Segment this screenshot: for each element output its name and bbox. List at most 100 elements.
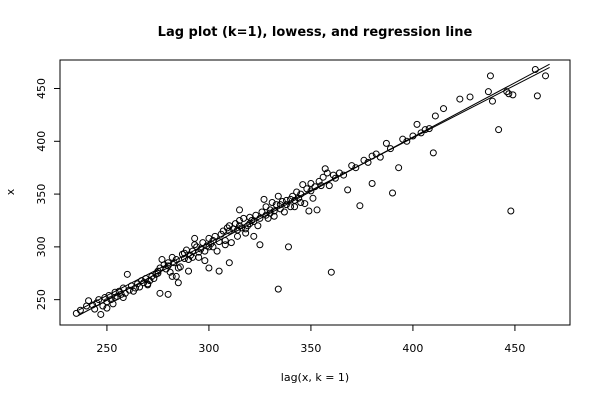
data-point bbox=[199, 239, 207, 247]
data-point bbox=[91, 305, 99, 313]
data-point bbox=[236, 206, 244, 214]
data-point bbox=[107, 296, 115, 304]
data-point bbox=[395, 164, 403, 172]
data-point bbox=[291, 196, 299, 204]
data-point bbox=[295, 194, 303, 202]
data-point bbox=[187, 251, 195, 259]
data-point bbox=[331, 174, 339, 182]
x-tick-label: 450 bbox=[504, 342, 525, 355]
data-point bbox=[262, 203, 270, 211]
data-point bbox=[413, 120, 421, 128]
data-point bbox=[119, 294, 127, 302]
data-point bbox=[505, 90, 513, 98]
data-point bbox=[172, 272, 180, 280]
data-point bbox=[356, 202, 364, 210]
data-point bbox=[197, 245, 205, 253]
data-point bbox=[299, 181, 307, 189]
data-point bbox=[531, 66, 539, 74]
data-point bbox=[172, 256, 180, 264]
data-point bbox=[274, 192, 282, 200]
data-point bbox=[254, 222, 262, 230]
data-point bbox=[250, 218, 258, 226]
data-point bbox=[95, 296, 103, 304]
data-point bbox=[293, 188, 301, 196]
data-point bbox=[125, 286, 133, 294]
data-point bbox=[429, 149, 437, 157]
data-point bbox=[368, 152, 376, 160]
data-point bbox=[325, 182, 333, 190]
data-point bbox=[409, 132, 417, 140]
data-point bbox=[266, 206, 274, 214]
plot-frame bbox=[59, 59, 571, 326]
data-point bbox=[164, 290, 172, 298]
data-point bbox=[272, 201, 280, 209]
data-point bbox=[146, 277, 154, 285]
data-point bbox=[313, 206, 321, 214]
data-point bbox=[542, 72, 550, 80]
data-point bbox=[262, 211, 270, 219]
data-point bbox=[111, 288, 119, 296]
data-point bbox=[319, 173, 327, 181]
data-point bbox=[256, 241, 264, 249]
data-point bbox=[205, 264, 213, 272]
data-point bbox=[109, 300, 117, 308]
data-point bbox=[201, 247, 209, 255]
data-point bbox=[258, 208, 266, 216]
data-point bbox=[364, 158, 372, 166]
data-point bbox=[150, 275, 158, 283]
data-point bbox=[317, 182, 325, 190]
data-point bbox=[174, 264, 182, 272]
data-point bbox=[242, 229, 250, 237]
data-point bbox=[315, 177, 323, 185]
data-point bbox=[321, 165, 329, 173]
chart-title: Lag plot (k=1), lowess, and regression l… bbox=[158, 25, 473, 40]
data-point bbox=[268, 199, 276, 207]
data-point bbox=[266, 209, 274, 217]
data-point bbox=[215, 267, 223, 275]
data-point bbox=[484, 88, 492, 96]
y-tick-label: 300 bbox=[35, 236, 48, 257]
scatter-points bbox=[72, 66, 550, 318]
data-point bbox=[323, 169, 331, 177]
data-point bbox=[495, 126, 503, 134]
data-point bbox=[101, 294, 109, 302]
data-point bbox=[211, 232, 219, 240]
data-point bbox=[131, 284, 139, 292]
data-point bbox=[376, 153, 384, 161]
data-point bbox=[297, 199, 305, 207]
data-point bbox=[507, 207, 515, 215]
data-point bbox=[191, 234, 199, 242]
data-point bbox=[236, 216, 244, 224]
x-tick-label: 350 bbox=[300, 342, 321, 355]
data-point bbox=[533, 92, 541, 100]
data-point bbox=[221, 237, 229, 245]
data-point bbox=[138, 277, 146, 285]
data-point bbox=[189, 253, 197, 261]
data-point bbox=[168, 272, 176, 280]
data-point bbox=[209, 243, 217, 251]
data-point bbox=[307, 180, 315, 188]
data-point bbox=[270, 207, 278, 215]
data-point bbox=[403, 137, 411, 145]
data-point bbox=[260, 195, 268, 203]
data-point bbox=[225, 227, 233, 235]
data-point bbox=[274, 285, 282, 293]
data-point bbox=[174, 279, 182, 287]
data-point bbox=[72, 309, 80, 317]
data-point bbox=[382, 139, 390, 147]
data-point bbox=[297, 190, 305, 198]
data-point bbox=[85, 297, 93, 305]
data-point bbox=[185, 267, 193, 275]
data-point bbox=[344, 186, 352, 194]
data-point bbox=[103, 304, 111, 312]
data-point bbox=[221, 241, 229, 249]
data-point bbox=[160, 261, 168, 269]
data-point bbox=[284, 243, 292, 251]
data-point bbox=[236, 222, 244, 230]
data-point bbox=[123, 270, 131, 278]
data-point bbox=[246, 220, 254, 228]
data-point bbox=[309, 194, 317, 202]
data-point bbox=[252, 211, 260, 219]
